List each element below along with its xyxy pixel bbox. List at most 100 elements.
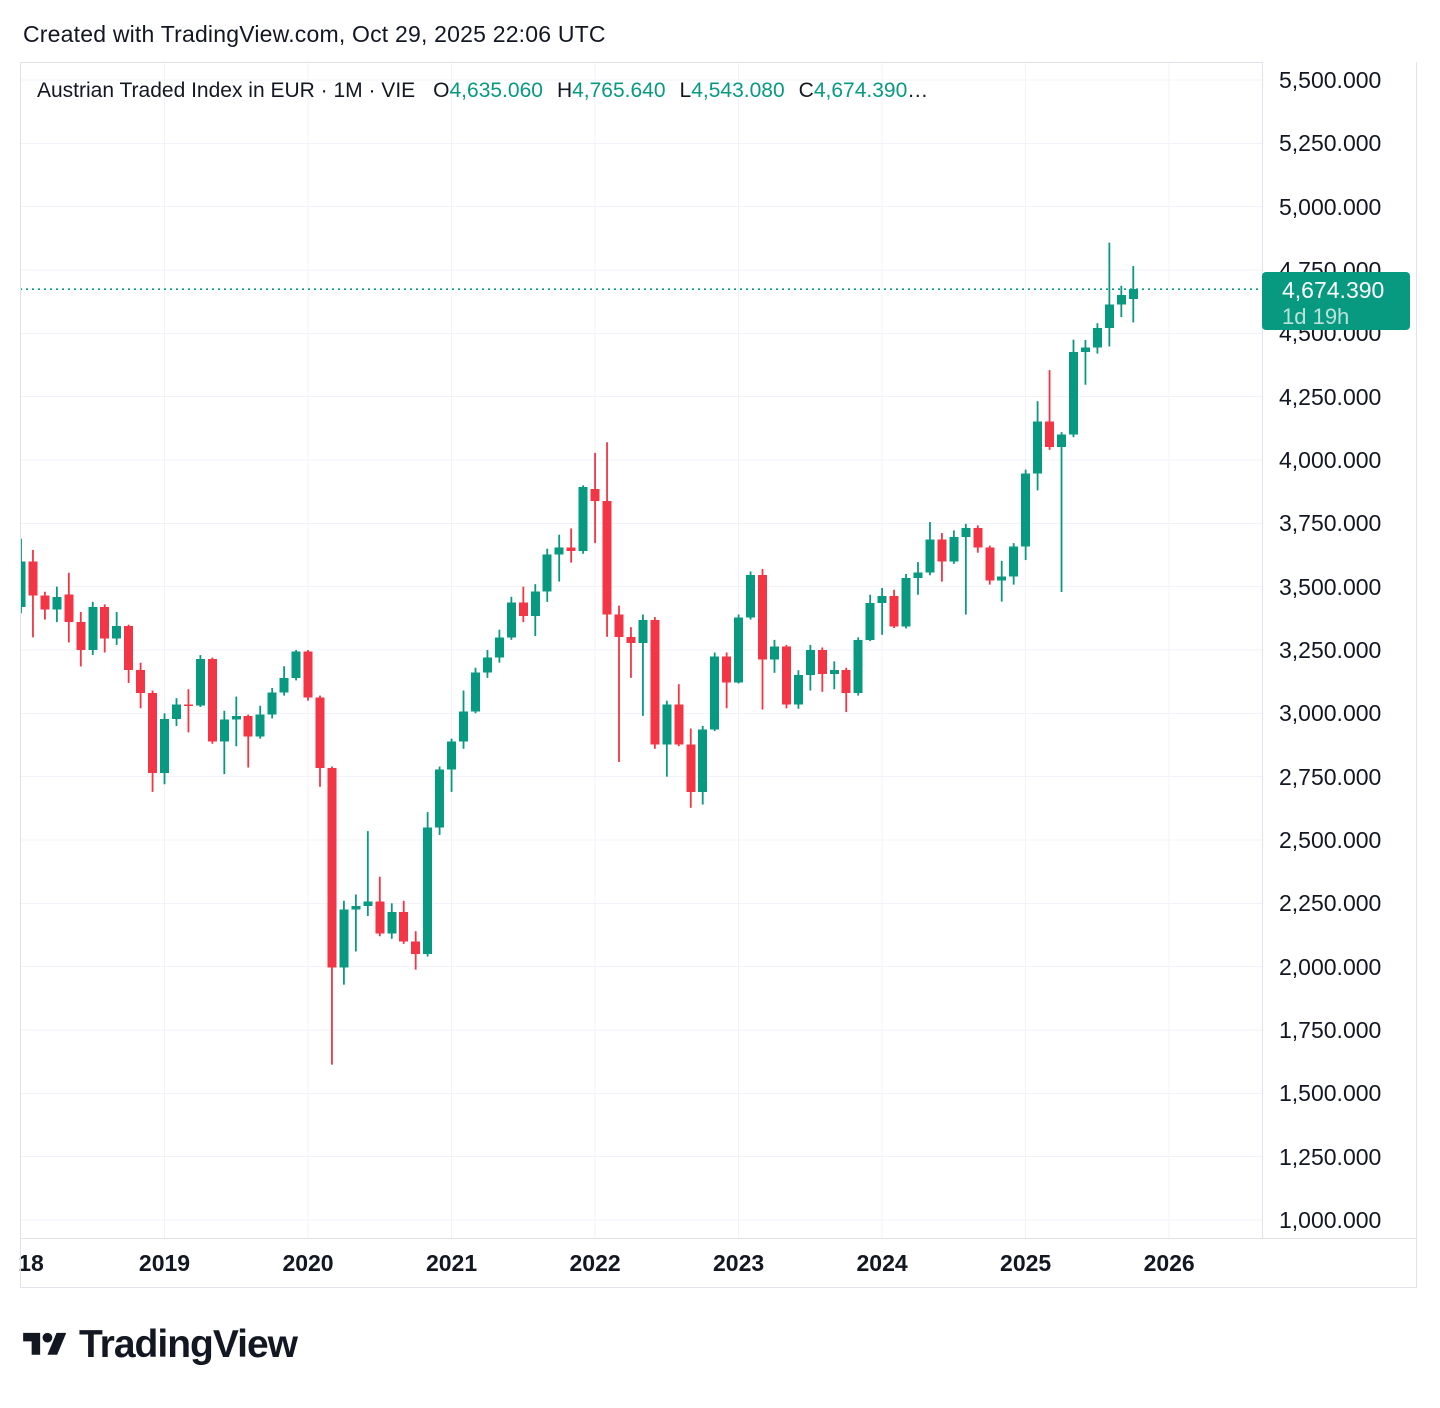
- candle-body: [985, 547, 995, 581]
- candle-wick: [570, 528, 573, 563]
- time-scale-label: 2020: [282, 1250, 334, 1276]
- price-scale-label: 2,000.000: [1279, 953, 1382, 980]
- price-scale-label: 5,250.000: [1279, 130, 1382, 157]
- price-scale-label: 1,500.000: [1279, 1080, 1382, 1107]
- candle-wick: [881, 587, 884, 635]
- candle-body: [997, 576, 1007, 581]
- symbol-legend[interactable]: Austrian Traded Index in EUR · 1M · VIE O…: [37, 79, 942, 103]
- candle-wick: [642, 614, 644, 716]
- candle-body: [351, 905, 361, 910]
- candle-body: [650, 619, 660, 745]
- candle-body: [76, 622, 86, 650]
- time-scale-label: 18: [18, 1250, 44, 1276]
- time-scale-label: 2023: [713, 1250, 765, 1276]
- candle-body: [781, 646, 791, 705]
- candle-body: [219, 719, 229, 742]
- candle-body: [291, 651, 301, 678]
- candle-body: [1104, 304, 1114, 328]
- candle-body: [865, 603, 875, 640]
- time-scale-label: 2022: [569, 1250, 621, 1276]
- candle-body: [710, 656, 720, 730]
- watermark-text: Created with TradingView.com, Oct 29, 20…: [23, 21, 606, 47]
- candle-body: [1080, 347, 1090, 352]
- candle-body: [901, 578, 911, 627]
- candlestick-chart[interactable]: [20, 62, 1262, 1238]
- candle-body: [171, 704, 181, 719]
- candle-body: [160, 718, 170, 773]
- candle-wick: [630, 627, 632, 678]
- symbol-title: Austrian Traded Index in EUR · 1M · VIE: [37, 79, 416, 102]
- candle-body: [387, 912, 397, 934]
- candle-body: [375, 901, 385, 934]
- price-scale-label: 1,750.000: [1279, 1016, 1382, 1043]
- chart-pane[interactable]: [20, 62, 1262, 1238]
- current-price-badge[interactable]: 4,674.390 1d 19h: [1262, 272, 1410, 331]
- candle-body: [1057, 434, 1067, 447]
- time-scale-label: 2021: [425, 1250, 478, 1276]
- close-value: 4,674.390: [813, 79, 908, 102]
- candle-body: [303, 651, 313, 698]
- candle-wick: [354, 894, 357, 952]
- candle-body: [1045, 421, 1055, 447]
- candle-body: [52, 596, 62, 610]
- candle-body: [40, 595, 50, 610]
- candle-body: [100, 606, 110, 639]
- bar-close-countdown: 1d 19h: [1282, 304, 1350, 330]
- bottom-border: [20, 1287, 1417, 1288]
- candle-body: [530, 591, 540, 616]
- candle-wick: [235, 696, 238, 747]
- candle-body: [769, 646, 779, 660]
- candle-body: [315, 697, 325, 768]
- candle-body: [566, 547, 576, 552]
- candle-body: [853, 639, 863, 694]
- candle-wick: [1000, 560, 1003, 602]
- candle-body: [1033, 421, 1043, 474]
- candle-body: [793, 675, 803, 705]
- candle-body: [1128, 289, 1138, 300]
- candle-body: [805, 649, 815, 676]
- candle-body: [207, 658, 217, 742]
- price-scale-label: 5,000.000: [1279, 193, 1382, 220]
- price-scale-label: 3,250.000: [1279, 636, 1382, 663]
- candle-body: [674, 704, 684, 745]
- tradingview-logo-icon: [23, 1332, 67, 1355]
- candle-body: [183, 704, 193, 706]
- ohlc-high: H4,765.640: [556, 79, 666, 102]
- price-scale-label: 4,250.000: [1279, 383, 1382, 410]
- candle-wick: [917, 562, 919, 595]
- time-scale[interactable]: 18 2019 2020 2021 2022 2023 2024 2025 2026: [0, 1238, 1417, 1287]
- candle-body: [506, 602, 516, 638]
- candle-body: [698, 729, 708, 792]
- candle-wick: [187, 689, 190, 733]
- candle-body: [817, 649, 827, 675]
- candle-body: [231, 715, 241, 720]
- candle-body: [949, 536, 959, 562]
- candle-body: [841, 669, 851, 694]
- time-scale-label: 2025: [1000, 1250, 1052, 1276]
- time-scale-label: 2026: [1143, 1250, 1195, 1276]
- candle-body: [1116, 294, 1126, 305]
- candle-body: [542, 554, 552, 592]
- candle-body: [339, 909, 349, 968]
- candle-body: [925, 539, 935, 573]
- candle-wick: [1060, 432, 1063, 592]
- price-scale[interactable]: 5,500.000 5,250.000 5,000.000 4,750.000 4,50…: [1262, 62, 1417, 1238]
- price-scale-label: 1,250.000: [1279, 1143, 1382, 1170]
- candle-body: [459, 711, 469, 742]
- high-value: 4,765.640: [572, 79, 666, 102]
- tradingview-logo[interactable]: TradingView: [23, 1325, 298, 1365]
- candle-wick: [1108, 242, 1111, 347]
- time-scale-label: 2019: [138, 1250, 191, 1276]
- price-scale-label: 1,000.000: [1279, 1206, 1382, 1233]
- candle-body: [1068, 351, 1078, 435]
- candle-body: [734, 617, 744, 683]
- price-scale-label: 4,000.000: [1279, 446, 1382, 473]
- price-scale-label: 2,250.000: [1279, 890, 1382, 917]
- candle-body: [937, 539, 947, 562]
- candle-body: [1021, 473, 1031, 547]
- candle-body: [662, 704, 672, 745]
- ohlc-close: C4,674.390…: [798, 79, 929, 102]
- candle-body: [578, 486, 588, 552]
- price-scale-label: 2,500.000: [1279, 826, 1382, 853]
- price-scale-label: 3,750.000: [1279, 510, 1382, 537]
